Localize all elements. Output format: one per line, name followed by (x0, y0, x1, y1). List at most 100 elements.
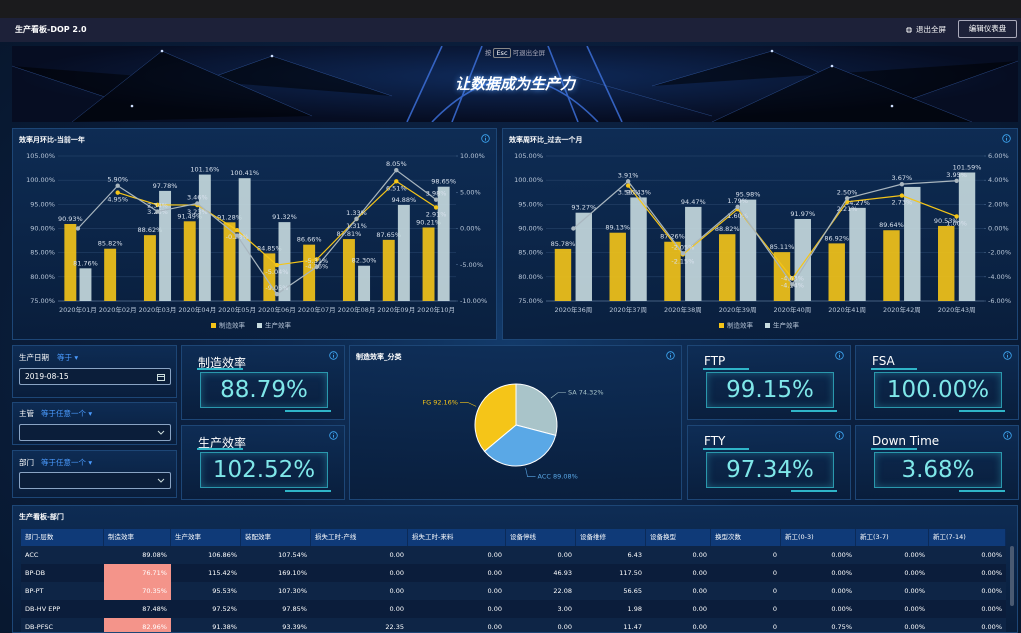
line-value-label: 3.67% (892, 174, 913, 182)
line-value-label: -5.31% (305, 257, 328, 265)
line-point (274, 291, 280, 297)
line-point (115, 183, 120, 188)
header: 生产看板-DOP 2.0 退出全屏 编辑仪表盘 (0, 18, 1021, 42)
info-ring (1002, 134, 1011, 143)
bar-value-label: 89.64% (879, 221, 904, 229)
kpi-card: 生产效率 102.52% (181, 425, 345, 500)
edit-button[interactable]: 编辑仪表盘 (958, 20, 1017, 38)
line-value-label: 2.34% (147, 202, 168, 210)
filter-operator[interactable]: 等于 ▾ (57, 353, 79, 362)
bar-value-label: 88.62% (138, 226, 163, 234)
bar-value-label: 95.98% (736, 191, 761, 199)
exit-icon (906, 26, 912, 33)
table-cell: 0.00 (557, 551, 572, 559)
line-value-label: 1.00% (946, 219, 967, 227)
line-point (735, 204, 740, 210)
bar (685, 206, 702, 301)
exit-fullscreen[interactable]: 退出全屏 (905, 24, 946, 35)
table-cell: 0.00% (904, 623, 925, 631)
chart-svg: SA 74.32% ACC 89.08% FG 92.16% (422, 383, 604, 481)
column-header: 新工(7-14) (929, 529, 1006, 547)
bar (342, 239, 355, 301)
bar-value-label: 90.21% (416, 218, 441, 226)
bar (422, 227, 435, 301)
line-point (234, 227, 240, 233)
info-icon (329, 351, 338, 360)
chevron (157, 478, 165, 483)
filter-operator[interactable]: 等于任意一个 ▾ (41, 409, 93, 418)
table-cell: 0.00% (831, 569, 852, 577)
line-point (899, 193, 905, 198)
pie-slice (483, 424, 557, 467)
line-value-label: 4.95% (107, 196, 128, 204)
y-tick-label: 75.00% (30, 297, 55, 305)
x-tick-label: 2020年08月 (338, 305, 376, 314)
column-header: 设备停线 (506, 529, 576, 547)
date-value: 2019-08-15 (25, 372, 69, 381)
leader-line (460, 402, 477, 407)
line-value-label: 3.95% (946, 171, 967, 179)
bar-value-label: 91.49% (177, 212, 202, 220)
bar (104, 248, 117, 301)
bar (904, 186, 921, 301)
table-cell: 89.08% (142, 551, 167, 559)
bar-value-label: 84.85% (257, 244, 282, 252)
table-cell: 0.00% (904, 569, 925, 577)
info-icon (1002, 134, 1011, 143)
operator-text: 等于 (57, 353, 72, 362)
y2-tick-label: -5.00% (460, 261, 483, 269)
scrollbar[interactable] (1010, 546, 1014, 606)
x-tick-label: 2020年43周 (938, 305, 976, 314)
bar (739, 199, 757, 301)
info-icon (329, 431, 338, 440)
select-box[interactable] (19, 424, 171, 441)
bar (223, 222, 236, 301)
table-cell: 0.00 (389, 605, 404, 613)
bar-value-label: 94.88% (391, 196, 416, 204)
y-tick-label: 80.00% (518, 273, 543, 281)
bar-value-label: 101.59% (953, 163, 982, 171)
line-point (954, 214, 959, 219)
leader-line (550, 392, 566, 399)
date-input[interactable]: 2019-08-15 (19, 368, 171, 385)
bar (719, 234, 736, 301)
column-header: 新工(0-3) (781, 529, 856, 547)
info-ring (1003, 351, 1012, 360)
line-point (314, 264, 319, 270)
info-ring (1003, 431, 1012, 440)
line-point (625, 183, 631, 188)
filter-operator[interactable]: 等于任意一个 ▾ (41, 458, 93, 467)
select-box[interactable] (19, 472, 171, 489)
table-cell: 46.93 (553, 569, 572, 577)
filter-supervisor: 主管 等于任意一个 ▾ (12, 402, 177, 445)
pie-value: 89.08% (553, 473, 578, 481)
bar-value-label: 93.27% (571, 204, 596, 212)
line-value-label: 3.55% (618, 189, 639, 197)
chart-panel: 效率月环比-当前一年 75.00% 80.00% 85.00% 90.00% 95.00… (12, 128, 497, 340)
kpi-title: 生产效率 (198, 436, 247, 450)
table-cell: DB-PFSC (25, 623, 54, 631)
line-value-label: 2.91% (426, 210, 447, 218)
y-tick-label: 105.00% (26, 152, 55, 160)
table-cell: 11.47 (623, 623, 642, 631)
bar (794, 218, 811, 301)
table-cell: 0.00% (831, 551, 852, 559)
bar-value-label: 100.41% (230, 169, 259, 177)
kpi-title: FTP (704, 354, 726, 368)
chart-title: 制造效率_分类 (356, 353, 402, 361)
bar (382, 239, 395, 301)
column-header: 装配效率 (241, 529, 311, 547)
line-value-label: -9.05% (265, 284, 288, 292)
line (77, 169, 437, 295)
line-point (394, 167, 399, 173)
table-header (21, 529, 1006, 546)
calendar-icon (157, 374, 165, 381)
info-icon (835, 431, 844, 440)
window-bar (0, 0, 1021, 18)
bar (238, 178, 251, 301)
bar (664, 241, 681, 301)
bar-value-label: 91.97% (790, 210, 815, 218)
x-tick-label: 2020年41周 (828, 305, 866, 314)
x-tick-label: 2020年09月 (377, 305, 415, 314)
